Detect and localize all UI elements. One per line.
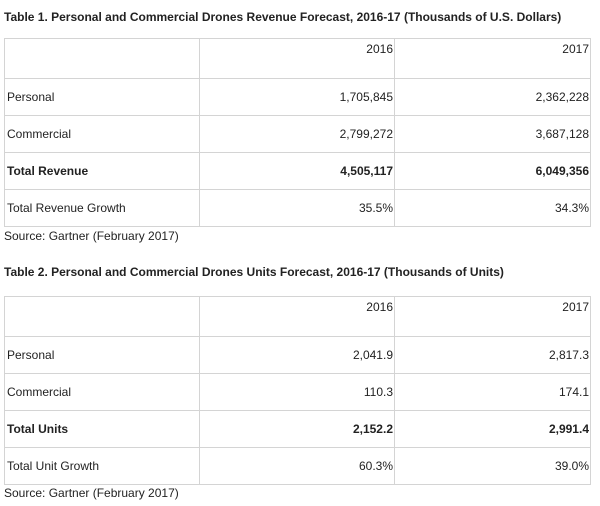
row-label: Commercial bbox=[4, 115, 200, 153]
revenue-forecast-table: 2016 2017 Personal 1,705,845 2,362,228 C… bbox=[4, 38, 591, 227]
row-label: Commercial bbox=[4, 373, 200, 411]
units-forecast-table: 2016 2017 Personal 2,041.9 2,817.3 Comme… bbox=[4, 296, 591, 485]
table1-title: Table 1. Personal and Commercial Drones … bbox=[4, 10, 562, 24]
header-cell-2016: 2016 bbox=[199, 38, 395, 79]
row-label: Total Revenue bbox=[4, 152, 200, 190]
header-cell-2017: 2017 bbox=[394, 38, 591, 79]
header-cell-empty bbox=[4, 296, 200, 337]
value-2017: 174.1 bbox=[394, 373, 591, 411]
value-2017: 3,687,128 bbox=[394, 115, 591, 153]
value-2017: 2,362,228 bbox=[394, 78, 591, 116]
table-row-total: Total Revenue 4,505,117 6,049,356 bbox=[4, 152, 591, 190]
table2-source-note: Source: Gartner (February 2017) bbox=[4, 486, 179, 500]
table-row: Commercial 2,799,272 3,687,128 bbox=[4, 115, 591, 153]
value-2016: 1,705,845 bbox=[199, 78, 395, 116]
table-row: Total Unit Growth 60.3% 39.0% bbox=[4, 447, 591, 485]
row-label: Personal bbox=[4, 78, 200, 116]
table-row-total: Total Units 2,152.2 2,991.4 bbox=[4, 410, 591, 448]
value-2017: 6,049,356 bbox=[394, 152, 591, 190]
value-2017: 34.3% bbox=[394, 189, 591, 227]
table1-source-note: Source: Gartner (February 2017) bbox=[4, 229, 179, 243]
header-cell-2017: 2017 bbox=[394, 296, 591, 337]
value-2016: 110.3 bbox=[199, 373, 395, 411]
row-label: Personal bbox=[4, 336, 200, 374]
row-label: Total Units bbox=[4, 410, 200, 448]
table-row: Personal 1,705,845 2,362,228 bbox=[4, 78, 591, 116]
value-2016: 35.5% bbox=[199, 189, 395, 227]
table-header-row: 2016 2017 bbox=[4, 296, 591, 337]
value-2016: 60.3% bbox=[199, 447, 395, 485]
value-2016: 4,505,117 bbox=[199, 152, 395, 190]
value-2016: 2,152.2 bbox=[199, 410, 395, 448]
table-row: Total Revenue Growth 35.5% 34.3% bbox=[4, 189, 591, 227]
header-cell-empty bbox=[4, 38, 200, 79]
value-2017: 39.0% bbox=[394, 447, 591, 485]
table-row: Commercial 110.3 174.1 bbox=[4, 373, 591, 411]
value-2016: 2,041.9 bbox=[199, 336, 395, 374]
row-label: Total Revenue Growth bbox=[4, 189, 200, 227]
header-cell-2016: 2016 bbox=[199, 296, 395, 337]
table-header-row: 2016 2017 bbox=[4, 38, 591, 79]
value-2016: 2,799,272 bbox=[199, 115, 395, 153]
table2-title: Table 2. Personal and Commercial Drones … bbox=[4, 265, 504, 279]
value-2017: 2,817.3 bbox=[394, 336, 591, 374]
value-2017: 2,991.4 bbox=[394, 410, 591, 448]
row-label: Total Unit Growth bbox=[4, 447, 200, 485]
table-row: Personal 2,041.9 2,817.3 bbox=[4, 336, 591, 374]
